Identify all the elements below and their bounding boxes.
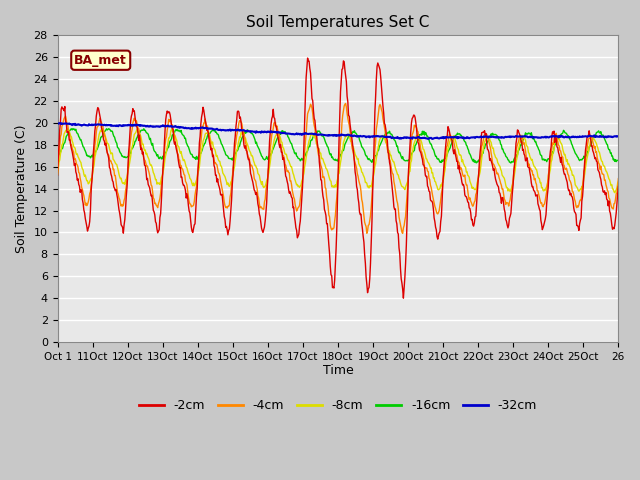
X-axis label: Time: Time: [323, 364, 353, 377]
Y-axis label: Soil Temperature (C): Soil Temperature (C): [15, 124, 28, 253]
Legend: -2cm, -4cm, -8cm, -16cm, -32cm: -2cm, -4cm, -8cm, -16cm, -32cm: [134, 394, 542, 417]
Text: BA_met: BA_met: [74, 54, 127, 67]
Title: Soil Temperatures Set C: Soil Temperatures Set C: [246, 15, 429, 30]
